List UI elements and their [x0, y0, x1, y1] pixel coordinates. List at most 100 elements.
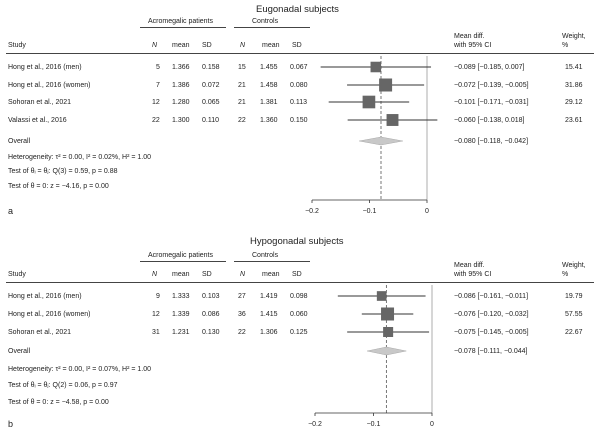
mean2-cell: 1.360 [260, 117, 278, 124]
overall-diamond [359, 136, 403, 146]
sd1-cell: 0.110 [202, 117, 219, 124]
n2-header: N [240, 42, 246, 49]
overall-label: Overall [8, 138, 31, 145]
q-test-stat: Test of θᵢ = θⱼ: Q(2) = 0.06, p = 0.97 [8, 382, 118, 389]
weight-cell: 15.41 [565, 64, 583, 71]
sd1-cell: 0.072 [202, 82, 220, 89]
sd2-cell: 0.113 [290, 99, 307, 106]
effect-header: Mean diff. [454, 262, 485, 269]
header-rule [6, 53, 594, 54]
study-marker [381, 307, 395, 321]
study-header: Study [8, 271, 26, 278]
study-header: Study [8, 42, 26, 49]
n2-cell: 21 [238, 99, 246, 106]
ci-cell: −0.101 [−0.171, −0.031] [454, 99, 529, 106]
panel-title: Eugonadal subjects [256, 4, 339, 15]
sd1-cell: 0.103 [202, 293, 220, 300]
controls-header: Controls [252, 252, 279, 259]
study-marker [376, 291, 387, 301]
weight-cell: 29.12 [565, 99, 583, 106]
acro-underline [140, 261, 226, 262]
n2-cell: 15 [238, 64, 246, 71]
ci-cell: −0.060 [−0.138, 0.018] [454, 117, 525, 124]
mean2-cell: 1.455 [260, 64, 278, 71]
weight-header-pct: % [562, 42, 569, 49]
sd2-cell: 0.125 [290, 329, 308, 336]
effect-header-ci: with 95% CI [454, 42, 492, 49]
study-marker [370, 61, 382, 73]
heterogeneity-stat: Heterogeneity: τ² = 0.00, I² = 0.02%, H²… [8, 154, 152, 161]
weight-cell: 19.79 [565, 293, 583, 300]
x-tick-label: −0.1 [367, 421, 381, 428]
ci-cell: −0.072 [−0.139, −0.005] [454, 82, 529, 89]
n1-cell: 12 [152, 311, 160, 318]
sd1-header: SD [202, 42, 212, 49]
sd2-cell: 0.080 [290, 82, 308, 89]
mean1-header: mean [172, 42, 190, 49]
x-tick-label: −0.2 [305, 208, 319, 215]
n1-cell: 12 [152, 99, 160, 106]
weight-header: Weight, [562, 33, 586, 40]
n2-cell: 22 [238, 329, 246, 336]
mean2-cell: 1.415 [260, 311, 278, 318]
mean1-cell: 1.339 [172, 311, 190, 318]
mean1-cell: 1.231 [172, 329, 190, 336]
mean1-cell: 1.280 [172, 99, 190, 106]
sd1-cell: 0.065 [202, 99, 220, 106]
mean1-cell: 1.366 [172, 64, 190, 71]
n1-cell: 31 [152, 329, 160, 336]
sd1-cell: 0.130 [202, 329, 220, 336]
n1-cell: 9 [156, 293, 160, 300]
study-name: Hong et al., 2016 (women) [8, 82, 91, 89]
controls-header: Controls [252, 18, 279, 25]
acro-header: Acromegalic patients [148, 252, 213, 259]
z-test-stat: Test of θ = 0: z = −4.58, p = 0.00 [8, 399, 109, 406]
study-marker [383, 326, 394, 338]
n2-header: N [240, 271, 246, 278]
study-name: Sohoran et al., 2021 [8, 99, 72, 106]
controls-underline [234, 261, 310, 262]
n1-cell: 22 [152, 117, 160, 124]
overall-label: Overall [8, 348, 31, 355]
panel-label: a [8, 206, 14, 216]
mean1-cell: 1.300 [172, 117, 190, 124]
n1-header: N [152, 271, 158, 278]
weight-header: Weight, [562, 262, 586, 269]
x-tick-label: −0.2 [308, 421, 322, 428]
mean2-cell: 1.306 [260, 329, 278, 336]
acro-header: Acromegalic patients [148, 18, 213, 25]
controls-underline [234, 27, 310, 28]
study-name: Hong et al., 2016 (men) [8, 64, 82, 71]
weight-cell: 31.86 [565, 82, 583, 89]
x-tick-label: −0.1 [363, 208, 377, 215]
sd1-cell: 0.086 [202, 311, 220, 318]
header-rule [6, 282, 594, 283]
mean2-cell: 1.381 [260, 99, 278, 106]
n2-cell: 27 [238, 293, 246, 300]
sd2-cell: 0.098 [290, 293, 308, 300]
study-name: Sohoran et al., 2021 [8, 329, 72, 336]
ci-cell: −0.086 [−0.161, −0.011] [454, 293, 529, 300]
n1-header: N [152, 42, 158, 49]
sd1-cell: 0.158 [202, 64, 220, 71]
heterogeneity-stat: Heterogeneity: τ² = 0.00, I² = 0.07%, H²… [8, 366, 152, 373]
study-marker [362, 95, 376, 109]
effect-header-ci: with 95% CI [454, 271, 492, 278]
overall-diamond [367, 346, 407, 356]
overall-ci: −0.080 [−0.118, −0.042] [454, 138, 529, 145]
study-name: Valassi et al., 2016 [8, 117, 67, 124]
overall-ci: −0.078 [−0.111, −0.044] [454, 348, 528, 355]
x-tick-label: 0 [430, 421, 434, 428]
study-marker [379, 78, 393, 92]
panel-label: b [8, 419, 14, 429]
mean2-header: mean [262, 42, 280, 49]
mean2-cell: 1.419 [260, 293, 278, 300]
mean2-cell: 1.458 [260, 82, 278, 89]
q-test-stat: Test of θᵢ = θⱼ: Q(3) = 0.59, p = 0.88 [8, 168, 118, 175]
mean1-cell: 1.333 [172, 293, 190, 300]
panel-title: Hypogonadal subjects [250, 236, 344, 247]
n1-cell: 7 [156, 82, 160, 89]
effect-header: Mean diff. [454, 33, 485, 40]
study-marker [386, 114, 399, 126]
